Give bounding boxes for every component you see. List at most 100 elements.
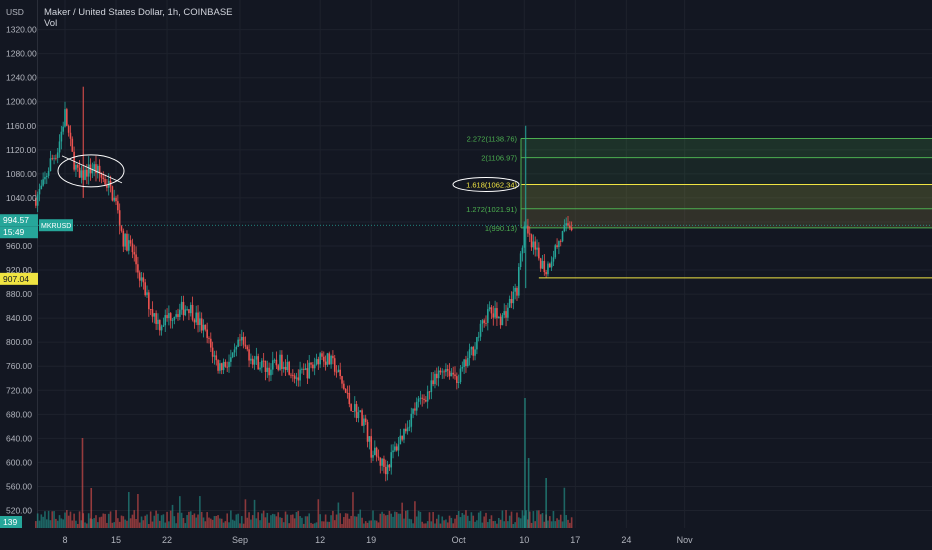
candle-body — [538, 247, 540, 259]
volume-bar — [261, 513, 263, 528]
candle-body — [177, 314, 179, 317]
candle-body — [169, 313, 172, 321]
candle-body — [487, 309, 489, 323]
last-price-badge-bg — [0, 214, 38, 227]
candle-body — [78, 167, 81, 178]
candle-body — [295, 377, 298, 379]
candle-body — [138, 272, 141, 281]
volume-bar — [184, 523, 187, 528]
volume-bar — [459, 517, 462, 528]
price-tick-label: 680.00 — [6, 409, 32, 419]
volume-bar — [461, 512, 464, 528]
candle-body — [523, 226, 526, 248]
volume-bar — [304, 516, 307, 528]
candle-body — [158, 319, 161, 331]
volume-bar — [324, 514, 327, 528]
candle-body — [518, 266, 520, 296]
volume-bar — [490, 515, 493, 528]
volume-bar — [463, 514, 465, 528]
price-axis[interactable]: 520.00 560.00 600.00 640.00 680.00 720.00 760.… — [0, 25, 73, 528]
candle-body — [80, 170, 83, 178]
volume-bar — [419, 511, 422, 528]
volume-bar — [437, 514, 440, 528]
candle-body — [193, 319, 196, 323]
candle-body — [228, 361, 230, 368]
volume-bar — [277, 512, 280, 528]
price-tick-label: 1200.00 — [6, 97, 37, 107]
volume-bar — [456, 514, 458, 528]
candle-body — [268, 367, 270, 376]
chart-grid — [37, 0, 932, 528]
price-tick-label: 1240.00 — [6, 73, 37, 83]
candle-body — [372, 454, 374, 458]
volume-bar — [295, 512, 298, 528]
candle-body — [113, 197, 116, 201]
candle-body — [317, 359, 320, 365]
volume-bar — [231, 519, 234, 528]
candle-body — [257, 356, 259, 370]
candle-body — [35, 197, 37, 206]
volume-bars — [35, 398, 573, 528]
time-tick-label: 15 — [111, 535, 121, 545]
volume-bar — [450, 517, 453, 528]
volume-bar — [240, 516, 243, 528]
volume-bar — [479, 511, 482, 528]
candle-body — [290, 374, 292, 376]
candle-body — [244, 344, 247, 347]
candle-body — [67, 125, 70, 133]
volume-bar — [448, 515, 451, 528]
volume-bar — [122, 516, 125, 528]
volume-bar — [91, 519, 94, 528]
volume-bar — [62, 519, 64, 528]
candle-body — [470, 346, 473, 350]
volume-bar — [220, 518, 223, 528]
candle-body — [350, 404, 352, 412]
axis-unit-label: USD — [6, 7, 24, 17]
candle-body — [259, 367, 261, 370]
volume-bar — [434, 523, 436, 528]
volume-bar — [348, 518, 351, 528]
volume-bar — [162, 514, 165, 528]
candle-body — [151, 309, 154, 317]
candle-body — [448, 370, 451, 377]
volume-bar — [326, 521, 329, 528]
candle-body — [466, 358, 469, 367]
volume-bar — [199, 496, 201, 528]
volume-bar — [169, 510, 172, 528]
candle-body — [275, 359, 278, 366]
candle-body — [445, 368, 447, 373]
volume-bar — [516, 512, 518, 528]
time-axis[interactable]: 8 15 22 Sep 12 19 Oct 10 17 24 Nov — [62, 535, 693, 545]
candle-body — [281, 354, 283, 369]
volume-bar — [71, 520, 74, 528]
candle-body — [397, 444, 400, 451]
volume-bar — [543, 521, 546, 528]
candle-body — [492, 313, 495, 318]
fib-level-label: 1(990.13) — [485, 224, 518, 233]
volume-bar — [109, 511, 112, 528]
candle-body — [142, 277, 145, 283]
volume-spike — [81, 438, 84, 528]
volume-indicator-label[interactable]: Vol — [44, 18, 58, 29]
candle-body — [213, 355, 216, 357]
candle-body — [414, 408, 416, 411]
candle-body — [312, 364, 314, 369]
volume-bar — [505, 510, 507, 528]
candle-body — [137, 264, 139, 273]
volume-bar — [397, 513, 400, 528]
volume-bar — [481, 522, 484, 528]
candle-body — [310, 362, 312, 365]
candle-body — [468, 349, 471, 359]
volume-bar — [390, 513, 393, 528]
volume-bar — [78, 511, 81, 528]
fibonacci-extension[interactable]: 2.272(1138.76) 2(1106.97) 1.618(1062.34) 1.… — [466, 135, 932, 233]
candle-body — [38, 189, 41, 195]
candle-body — [233, 349, 236, 353]
volume-bar — [548, 516, 551, 528]
volume-bar — [428, 512, 431, 528]
candle-body — [485, 322, 487, 324]
volume-bar — [246, 517, 249, 528]
candle-body — [155, 313, 157, 324]
volume-bar — [270, 515, 272, 528]
